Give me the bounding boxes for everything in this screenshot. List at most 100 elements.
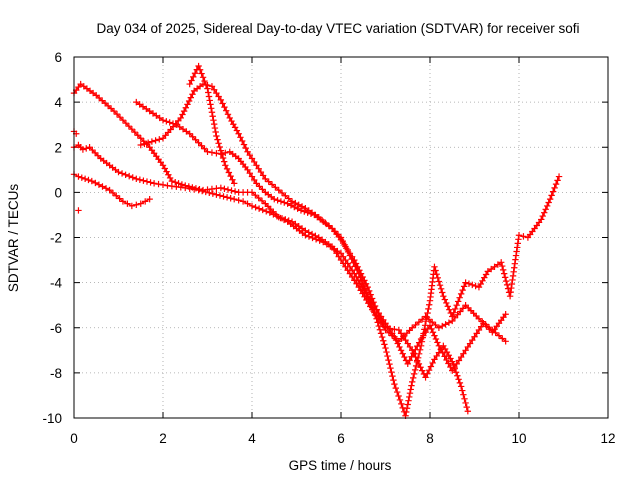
- data-point: [401, 353, 408, 361]
- data-point: [246, 151, 253, 159]
- data-point: [182, 104, 190, 111]
- data-point: [520, 233, 527, 240]
- data-point: [452, 305, 459, 313]
- data-point: [246, 169, 253, 177]
- data-point: [330, 245, 338, 252]
- data-point: [472, 282, 479, 290]
- plot-frame: [73, 56, 609, 419]
- data-point: [163, 118, 170, 125]
- data-point: [176, 123, 183, 131]
- data-point: [409, 374, 417, 382]
- data-point: [456, 379, 464, 387]
- data-point: [262, 175, 269, 183]
- data-point: [215, 140, 222, 147]
- data-point: [388, 330, 396, 337]
- data-point: [395, 326, 403, 334]
- data-point: [406, 393, 413, 401]
- data-point: [133, 98, 140, 106]
- data-point: [322, 219, 329, 227]
- data-point: [259, 172, 267, 179]
- data-point: [116, 113, 124, 121]
- data-point: [394, 340, 401, 347]
- data-point: [334, 247, 341, 255]
- data-point: [297, 207, 305, 214]
- data-point: [552, 180, 560, 188]
- data-point: [504, 285, 512, 292]
- data-point: [446, 306, 453, 313]
- data-point: [431, 356, 438, 363]
- data-point: [216, 143, 223, 151]
- data-point: [498, 262, 506, 270]
- data-point: [128, 126, 136, 133]
- data-point: [231, 180, 238, 187]
- data-point: [491, 263, 498, 271]
- data-point: [327, 243, 334, 250]
- data-point: [455, 376, 462, 383]
- data-point: [449, 358, 456, 365]
- data-point: [128, 202, 136, 210]
- data-point: [156, 136, 163, 143]
- data-point: [386, 326, 394, 334]
- data-point: [125, 122, 133, 130]
- data-point: [280, 216, 288, 224]
- data-point: [498, 259, 505, 266]
- data-point: [263, 208, 270, 215]
- data-point: [475, 315, 483, 322]
- data-point: [381, 341, 388, 348]
- data-point: [159, 116, 167, 124]
- data-point: [252, 204, 259, 211]
- data-point: [408, 353, 415, 360]
- data-point: [83, 145, 90, 152]
- data-point: [152, 137, 159, 144]
- data-point: [460, 350, 467, 357]
- data-point: [284, 200, 291, 207]
- data-point: [235, 197, 242, 204]
- data-point: [217, 96, 225, 104]
- data-point: [419, 316, 426, 323]
- data-point: [515, 232, 523, 239]
- data-point: [248, 202, 256, 210]
- data-point: [542, 206, 549, 213]
- data-point: [195, 62, 202, 70]
- data-point: [376, 326, 384, 333]
- data-point: [75, 207, 82, 214]
- data-point: [359, 290, 366, 297]
- data-point: [439, 289, 446, 296]
- data-point: [435, 324, 443, 331]
- data-point: [216, 192, 224, 199]
- data-point: [502, 338, 509, 345]
- data-point: [312, 211, 319, 219]
- data-point: [495, 332, 503, 339]
- data-point: [348, 255, 355, 263]
- data-point: [102, 185, 110, 192]
- data-point: [442, 321, 449, 328]
- data-point: [429, 329, 437, 336]
- data-point: [424, 309, 431, 317]
- x-tick-label: 2: [159, 431, 167, 446]
- data-point: [416, 346, 424, 354]
- data-point: [215, 93, 222, 100]
- data-point: [457, 383, 465, 390]
- data-point: [198, 70, 205, 77]
- data-point: [212, 128, 219, 136]
- data-point: [211, 124, 219, 132]
- data-point: [248, 173, 256, 180]
- data-point: [388, 368, 395, 376]
- data-point: [223, 194, 231, 201]
- data-point: [271, 195, 278, 203]
- data-point: [452, 369, 460, 376]
- y-tick-label: -4: [50, 276, 62, 291]
- data-point: [399, 350, 406, 357]
- data-point: [383, 348, 390, 356]
- data-point: [543, 202, 551, 210]
- data-point: [340, 253, 347, 260]
- data-point: [396, 396, 404, 404]
- data-point: [202, 81, 210, 89]
- data-point: [228, 187, 235, 194]
- data-point: [464, 343, 472, 351]
- data-point: [278, 189, 286, 197]
- data-point: [222, 107, 230, 114]
- data-point: [374, 319, 381, 326]
- data-point: [343, 245, 350, 252]
- data-point: [484, 268, 492, 275]
